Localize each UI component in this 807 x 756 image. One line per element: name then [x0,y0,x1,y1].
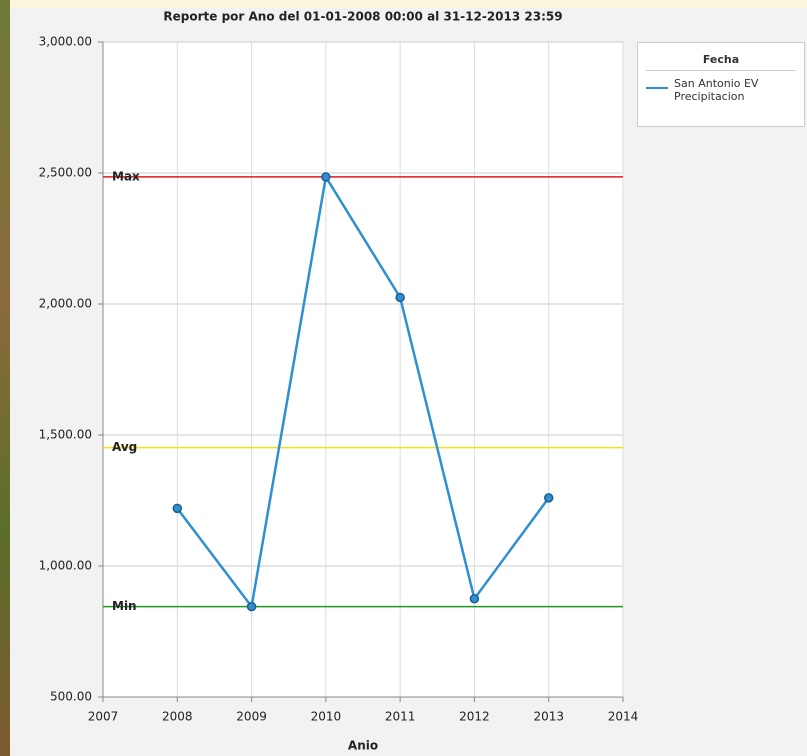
chart-title: Reporte por Ano del 01-01-2008 00:00 al … [163,10,562,24]
x-axis-label: Anio [348,739,378,753]
reference-label: Avg [112,440,137,454]
reference-label: Max [112,169,140,183]
data-point [246,601,257,612]
legend-entry: San Antonio EV Precipitacion [646,77,796,103]
y-tick-label: 1,000.00 [39,559,92,573]
reference-label: Min [112,599,137,613]
plot-area [103,42,623,697]
legend-swatch [646,87,668,89]
x-tick-label: 2009 [236,710,267,724]
data-point [395,292,405,303]
data-point [172,503,183,514]
y-tick-label: 3,000.00 [39,35,92,49]
legend-label: San Antonio EV Precipitacion [674,77,759,103]
x-tick-label: 2011 [385,710,416,724]
top-band [10,0,807,8]
x-tick-label: 2014 [608,710,639,724]
y-tick-label: 2,000.00 [39,297,92,311]
data-point [469,594,480,604]
series-line [176,173,550,610]
data-point [543,493,554,503]
legend: Fecha San Antonio EV Precipitacion [637,42,805,127]
x-tick-label: 2012 [459,710,490,724]
x-tick-label: 2010 [311,710,342,724]
side-image [0,0,10,756]
y-tick-label: 1,500.00 [39,428,92,442]
data-point [321,172,331,182]
x-tick-label: 2008 [162,710,193,724]
x-tick-label: 2013 [533,710,564,724]
x-tick-label: 2007 [88,710,119,724]
y-tick-label: 500.00 [50,690,92,704]
y-tick-label: 2,500.00 [39,166,92,180]
legend-title: Fecha [646,53,796,71]
